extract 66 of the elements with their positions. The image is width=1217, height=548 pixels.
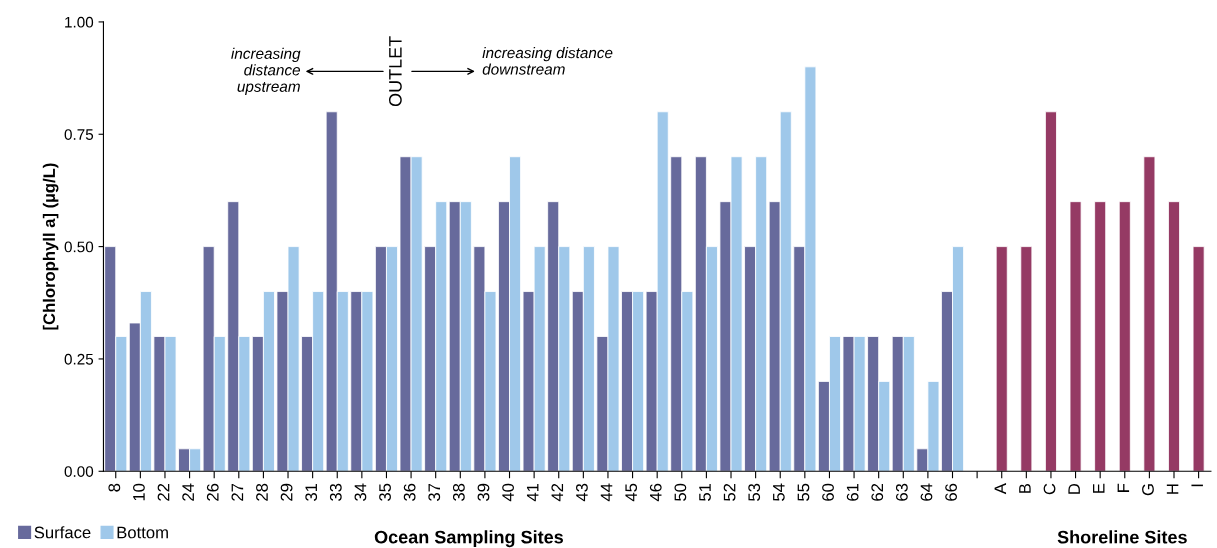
legend-label: Bottom (117, 526, 168, 539)
x-tick-label: 27 (231, 483, 244, 501)
x-tick-label: H (1166, 484, 1179, 494)
x-tick-label: 38 (452, 483, 465, 501)
x-tick-label: 28 (256, 483, 268, 501)
x-tick-label: B (1019, 483, 1031, 493)
x-tick-label: 29 (280, 483, 293, 501)
x-tick-label: 40 (502, 483, 514, 502)
bar (1118, 201, 1131, 472)
x-tick-label: E (1093, 483, 1105, 493)
x-tick-label: 36 (403, 483, 416, 501)
y-tick-label: 0.50 (64, 241, 94, 253)
bar (1044, 111, 1057, 472)
x-tick-label: 53 (748, 483, 761, 501)
x-tick-label: D (1068, 483, 1080, 494)
x-tick-label: 22 (157, 483, 170, 501)
x-tick-label: 35 (379, 483, 391, 501)
x-tick-label: 63 (895, 483, 908, 501)
x-tick-label: G (1142, 484, 1154, 496)
x-tick-label: 8 (108, 483, 121, 492)
x-tick-label: 45 (625, 483, 638, 502)
y-tick-label: 0.25 (64, 353, 94, 365)
x-tick-label: 62 (871, 483, 884, 501)
text: Shoreline Sites (1057, 530, 1187, 544)
legend-label: Surface (34, 526, 91, 539)
x-tick-label: 44 (600, 483, 613, 502)
x-tick-label: 33 (329, 483, 342, 501)
x-tick-label: 55 (797, 483, 810, 501)
x-tick-label: 46 (649, 483, 662, 502)
y-tick-label: 1.00 (65, 16, 94, 28)
annotation: increasing distance downstream (482, 47, 613, 75)
bar (995, 246, 1008, 472)
x-tick-label: A (994, 483, 1007, 495)
x-tick-label: 37 (428, 483, 441, 501)
y-axis-title: [Chlorophyll a] (µg/L) (42, 163, 59, 330)
x-tick-label: 39 (477, 483, 490, 501)
x-tick-label: 42 (551, 483, 564, 502)
x-tick-label: 66 (945, 483, 957, 501)
y-tick-label: 0.00 (64, 466, 94, 477)
x-tick-label: 24 (182, 483, 194, 501)
bar (1020, 246, 1033, 472)
x-tick-label: 43 (576, 483, 588, 502)
x-tick-label: C (1043, 483, 1056, 495)
x-tick-label: 54 (773, 483, 785, 501)
bar (1143, 156, 1156, 472)
x-tick-label: 26 (206, 483, 219, 501)
x-tick-label: 31 (305, 483, 318, 501)
x-tick-label: 34 (354, 483, 367, 501)
x-tick-label: 60 (822, 483, 834, 501)
annotation: OUTLET (388, 36, 402, 107)
x-tick-label: 41 (526, 483, 539, 502)
x-tick-label: 10 (133, 483, 145, 501)
bar (1168, 201, 1180, 472)
x-tick-label: I (1191, 484, 1203, 487)
bar (1094, 201, 1107, 472)
x-tick-label: 64 (920, 483, 933, 501)
bar (1069, 201, 1082, 472)
x-tick-label: 52 (723, 483, 736, 501)
bar (1192, 246, 1205, 472)
x-tick-label: 61 (846, 483, 859, 501)
x-tick-label: 50 (674, 483, 687, 501)
x-tick-label: 51 (699, 483, 711, 501)
y-tick-label: 0.75 (64, 129, 94, 140)
annotation: increasing distance upstream (231, 47, 301, 95)
text: Ocean Sampling Sites (374, 530, 563, 548)
x-tick-label: F (1117, 483, 1130, 492)
